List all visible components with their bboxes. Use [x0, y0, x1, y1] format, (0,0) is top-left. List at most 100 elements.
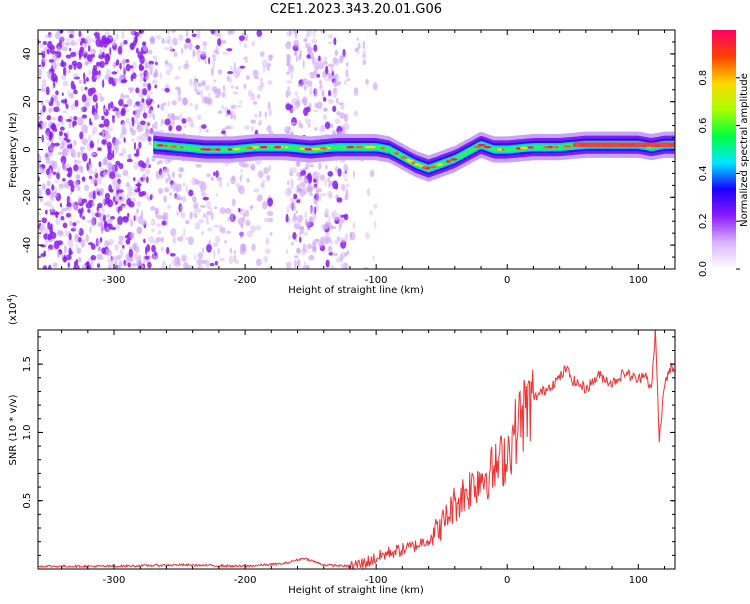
noise-speck — [299, 122, 304, 129]
noise-speck — [39, 197, 43, 203]
noise-speck — [226, 75, 230, 82]
noise-speck — [263, 166, 269, 175]
noise-speck — [73, 63, 77, 70]
noise-speck — [294, 106, 299, 110]
noise-speck — [294, 259, 297, 269]
noise-speck — [119, 132, 124, 139]
noise-speck — [338, 102, 343, 106]
track-hotspot — [299, 147, 306, 150]
noise-speck — [48, 264, 52, 269]
noise-speck — [207, 97, 213, 106]
noise-speck — [191, 176, 196, 186]
colorbar-tick-label: 0.6 — [698, 118, 709, 134]
noise-speck — [215, 192, 219, 197]
noise-speck — [86, 219, 92, 223]
noise-speck — [53, 106, 60, 113]
noise-speck — [318, 162, 322, 170]
noise-speck — [64, 229, 68, 237]
noise-speck — [133, 153, 140, 157]
noise-speck — [160, 172, 163, 180]
noise-speck — [154, 250, 157, 257]
noise-speck — [229, 247, 232, 254]
noise-speck — [164, 87, 170, 93]
noise-speck — [39, 42, 44, 49]
noise-speck — [46, 142, 50, 146]
noise-speck — [58, 183, 61, 192]
noise-speck — [138, 141, 142, 149]
noise-speck — [334, 239, 339, 245]
track-hotspot — [227, 148, 233, 151]
noise-speck — [147, 136, 152, 142]
noise-speck — [155, 237, 162, 243]
noise-speck — [135, 108, 139, 115]
noise-speck — [236, 104, 242, 108]
noise-speck — [91, 171, 97, 175]
noise-speck — [46, 48, 50, 55]
noise-speck — [106, 214, 111, 218]
noise-speck — [313, 93, 318, 98]
noise-speck — [193, 51, 196, 57]
noise-speck — [147, 109, 154, 118]
track-hotspot — [478, 143, 486, 147]
noise-speck — [118, 152, 124, 157]
noise-speck — [90, 87, 96, 94]
noise-speck — [59, 145, 64, 149]
noise-speck — [75, 220, 80, 225]
noise-speck — [268, 54, 273, 62]
noise-speck — [51, 184, 55, 191]
noise-speck — [233, 250, 237, 254]
noise-speck — [171, 30, 176, 33]
noise-speck — [303, 38, 308, 43]
noise-speck — [202, 41, 208, 47]
noise-speck — [201, 50, 207, 57]
noise-speck — [196, 258, 203, 266]
noise-speck — [296, 247, 301, 254]
noise-speck — [101, 139, 107, 145]
noise-speck — [217, 87, 222, 97]
noise-speck — [61, 92, 64, 96]
noise-speck — [363, 266, 369, 269]
noise-speck — [38, 166, 43, 173]
noise-speck — [103, 76, 109, 80]
noise-speck — [288, 234, 291, 241]
noise-speck — [327, 177, 330, 183]
noise-speck — [98, 161, 102, 168]
noise-speck — [92, 94, 98, 103]
noise-speck — [329, 180, 333, 186]
noise-speck — [151, 79, 158, 85]
noise-speck — [111, 256, 116, 260]
track-hotspot — [170, 145, 177, 148]
noise-speck — [93, 111, 98, 121]
noise-speck — [289, 202, 296, 211]
noise-speck — [178, 96, 182, 102]
noise-speck — [229, 65, 233, 70]
noise-speck — [250, 119, 257, 124]
noise-speck — [85, 233, 89, 243]
noise-speck — [165, 217, 169, 226]
noise-speck — [60, 215, 65, 221]
noise-speck — [238, 100, 243, 104]
noise-speck — [45, 200, 52, 207]
noise-speck — [168, 192, 173, 196]
noise-speck — [327, 245, 333, 254]
noise-speck — [74, 233, 79, 243]
noise-speck — [62, 178, 66, 182]
noise-speck — [345, 69, 349, 78]
noise-speck — [181, 195, 187, 203]
noise-speck — [88, 242, 94, 246]
noise-speck — [113, 62, 116, 68]
noise-speck — [340, 183, 346, 191]
noise-speck — [300, 168, 303, 173]
noise-speck — [369, 210, 373, 216]
noise-speck — [39, 225, 45, 234]
noise-speck — [174, 115, 180, 121]
snr-frame — [37, 329, 676, 570]
noise-speck — [297, 183, 301, 192]
noise-speck — [145, 156, 150, 165]
noise-speck — [258, 110, 262, 118]
noise-speck — [217, 38, 222, 47]
noise-speck — [240, 223, 244, 229]
noise-speck — [129, 65, 134, 69]
track-hotspot — [516, 147, 521, 150]
track-hotspot — [215, 148, 221, 151]
